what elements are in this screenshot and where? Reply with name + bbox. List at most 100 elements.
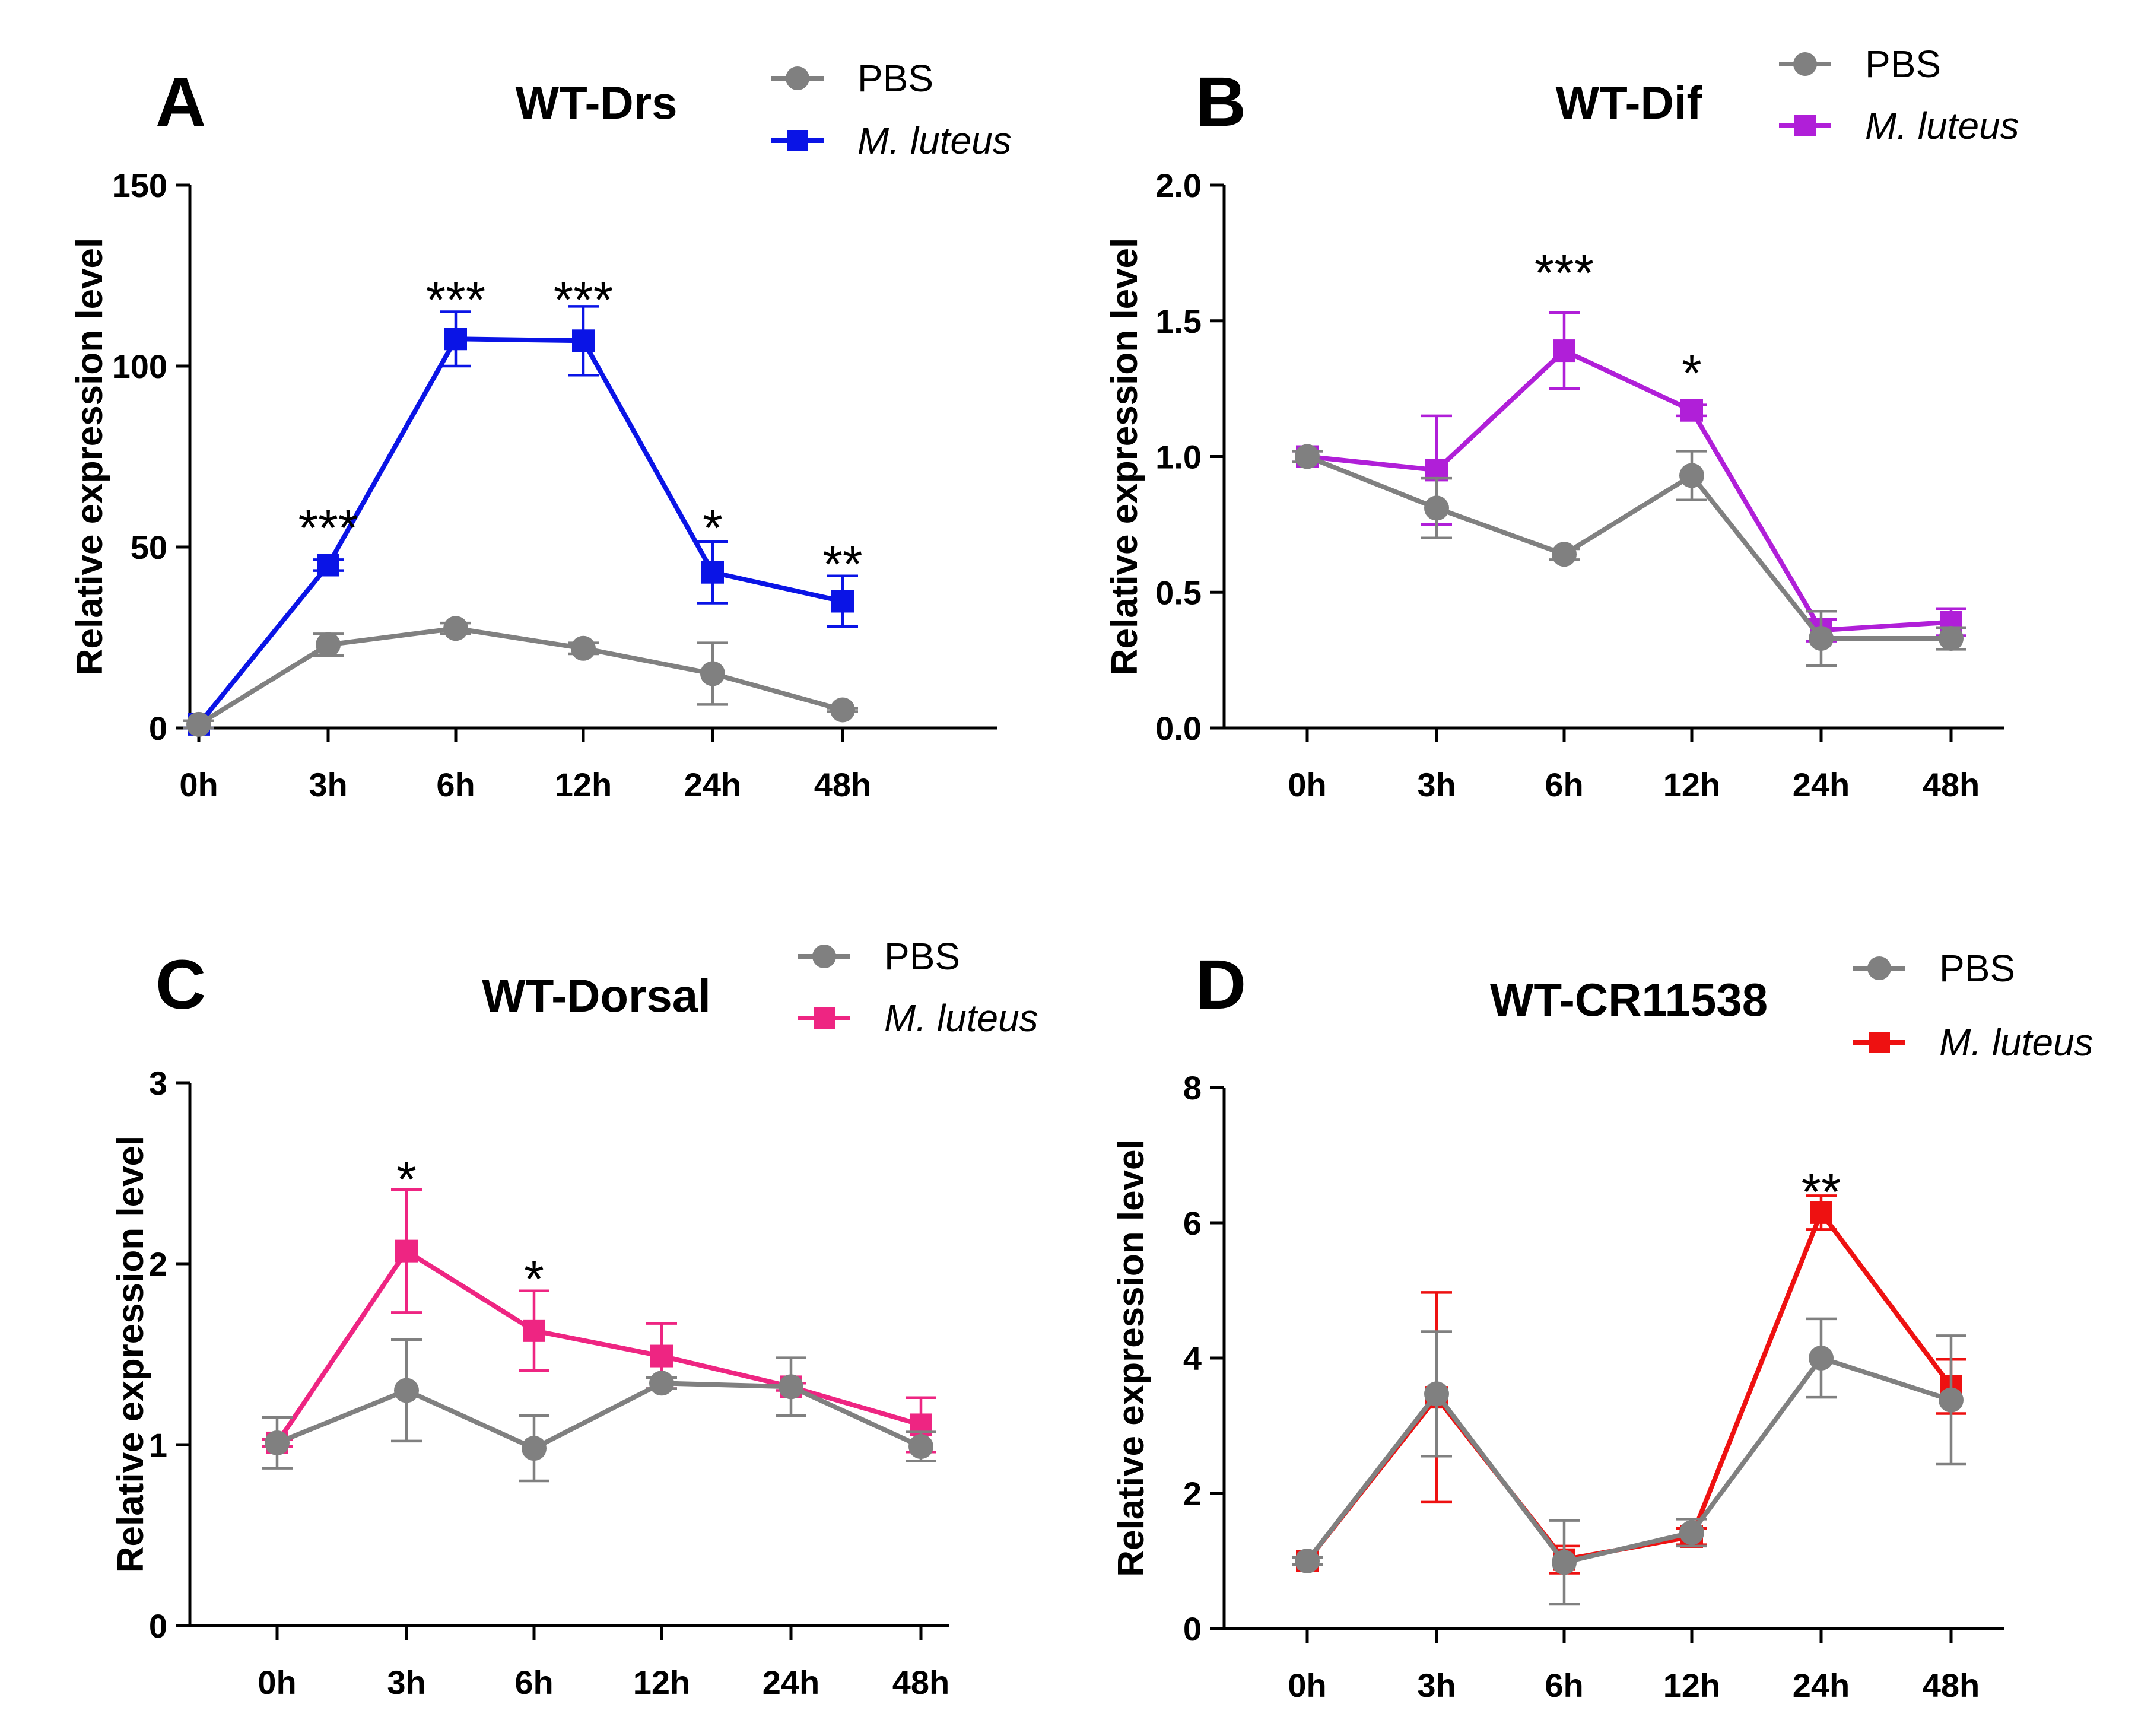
- data-point-square: [701, 561, 724, 584]
- data-point-square: [1810, 1201, 1832, 1224]
- data-point-square: [444, 328, 467, 351]
- y-tick-label: 1: [149, 1426, 167, 1464]
- x-tick-label: 3h: [387, 1664, 425, 1701]
- series-line: [275, 1248, 922, 1445]
- data-point-circle: [1295, 444, 1320, 469]
- legend-marker-m-luteus: [814, 1007, 835, 1029]
- legend-marker-m-luteus: [787, 130, 808, 151]
- legend: PBS M. luteus: [1779, 43, 2019, 147]
- data-point-square: [650, 1344, 673, 1368]
- x-tick-label: 0h: [179, 766, 218, 803]
- series-pbs: [1292, 1317, 1966, 1606]
- x-tick-label: 6h: [1545, 766, 1583, 803]
- legend-label-m-luteus: M. luteus: [1865, 104, 2019, 147]
- legend-marker-pbs: [1793, 52, 1817, 76]
- series-line: [1305, 1356, 1952, 1565]
- panel-letter: C: [155, 946, 206, 1024]
- significance-label: ***: [426, 272, 485, 329]
- panel-a: A WT-Drs Relative expression level 0 50 100 15…: [69, 57, 1012, 803]
- data-point-circle: [1679, 463, 1704, 488]
- panel-b: B WT-Dif Relative expression level 0.0 0.5 1.…: [1104, 43, 2019, 803]
- panel-d: D WT-CR11538 Relative expression level 0 2 4 6…: [1111, 946, 2093, 1704]
- x-tick-label: 12h: [633, 1664, 691, 1701]
- series-pbs: [1292, 444, 1966, 667]
- x-tick-label: 0h: [1288, 1667, 1326, 1704]
- y-axis-title: Relative expression level: [1104, 238, 1145, 676]
- legend-label-pbs: PBS: [857, 57, 933, 100]
- y-tick-label: 1.0: [1155, 438, 1202, 476]
- y-tick-label: 2: [149, 1245, 167, 1283]
- x-tick-label: 24h: [1793, 766, 1850, 803]
- significance-label: *: [703, 500, 722, 557]
- y-tick-label: 0: [149, 1607, 167, 1645]
- legend-label-pbs: PBS: [1865, 43, 1941, 85]
- legend-label-pbs: PBS: [1939, 947, 2015, 990]
- legend: PBS M. luteus: [1853, 947, 2093, 1064]
- legend-label-m-luteus: M. luteus: [884, 997, 1038, 1039]
- legend-marker-m-luteus: [1869, 1032, 1890, 1053]
- data-point-circle: [908, 1434, 933, 1460]
- y-tick-label: 1.5: [1155, 303, 1202, 340]
- data-point-square: [317, 554, 339, 577]
- data-point-circle: [1552, 1550, 1577, 1575]
- data-point-circle: [1809, 1346, 1834, 1371]
- series-line: [196, 336, 843, 726]
- panel-letter: A: [155, 63, 206, 141]
- data-point-circle: [1424, 1381, 1449, 1407]
- data-point-circle: [700, 661, 725, 686]
- significance-label: *: [396, 1152, 416, 1209]
- data-point-square: [572, 329, 595, 352]
- data-point-circle: [1295, 1549, 1320, 1573]
- data-point-circle: [522, 1436, 547, 1461]
- significance-label: ***: [298, 500, 358, 557]
- x-tick-label: 24h: [684, 766, 742, 803]
- legend-label-pbs: PBS: [884, 935, 960, 978]
- x-tick-label: 12h: [1663, 766, 1721, 803]
- x-tick-label: 48h: [892, 1664, 950, 1701]
- series-line: [1305, 1210, 1953, 1563]
- legend-label-m-luteus: M. luteus: [1939, 1021, 2093, 1064]
- x-tick-label: 3h: [309, 766, 347, 803]
- data-point-circle: [779, 1374, 803, 1400]
- y-tick-label: 0: [149, 710, 167, 747]
- y-axis-title: Relative expression level: [69, 238, 110, 676]
- significance-label: **: [823, 536, 863, 593]
- legend: PBS M. luteus: [771, 57, 1012, 162]
- data-point-circle: [1552, 542, 1577, 567]
- significance-label: **: [1802, 1163, 1841, 1220]
- data-point-circle: [265, 1430, 290, 1455]
- chart-title: WT-Dif: [1556, 77, 1703, 129]
- x-tick-label: 12h: [555, 766, 612, 803]
- legend-marker-m-luteus: [1794, 115, 1816, 136]
- data-point-circle: [649, 1371, 674, 1396]
- legend-marker-pbs: [1867, 956, 1891, 980]
- x-tick-label: 6h: [436, 766, 475, 803]
- y-tick-label: 6: [1183, 1204, 1202, 1242]
- data-point-circle: [1679, 1520, 1704, 1546]
- x-tick-label: 3h: [1417, 766, 1456, 803]
- y-axis-title: Relative expression level: [1111, 1139, 1152, 1577]
- y-tick-label: 50: [131, 529, 167, 566]
- data-point-square: [831, 590, 854, 613]
- x-tick-label: 6h: [514, 1664, 553, 1701]
- x-tick-label: 24h: [1793, 1667, 1850, 1704]
- data-point-circle: [1939, 1387, 1964, 1413]
- significance-label: *: [524, 1251, 544, 1308]
- data-point-circle: [1939, 626, 1964, 651]
- data-point-square: [1553, 339, 1575, 363]
- series-line: [197, 626, 844, 727]
- x-tick-label: 3h: [1417, 1667, 1456, 1704]
- data-point-circle: [571, 635, 596, 661]
- y-tick-label: 150: [112, 167, 167, 204]
- y-tick-label: 2.0: [1155, 167, 1202, 204]
- series-line: [1306, 454, 1951, 641]
- data-point-circle: [443, 616, 468, 641]
- data-point-circle: [316, 632, 341, 657]
- series-pbs: [262, 1338, 936, 1483]
- x-tick-label: 0h: [258, 1664, 296, 1701]
- y-tick-label: 3: [149, 1064, 167, 1102]
- legend: PBS M. luteus: [798, 935, 1038, 1039]
- y-tick-label: 8: [1183, 1069, 1202, 1107]
- panel-letter: B: [1196, 63, 1246, 141]
